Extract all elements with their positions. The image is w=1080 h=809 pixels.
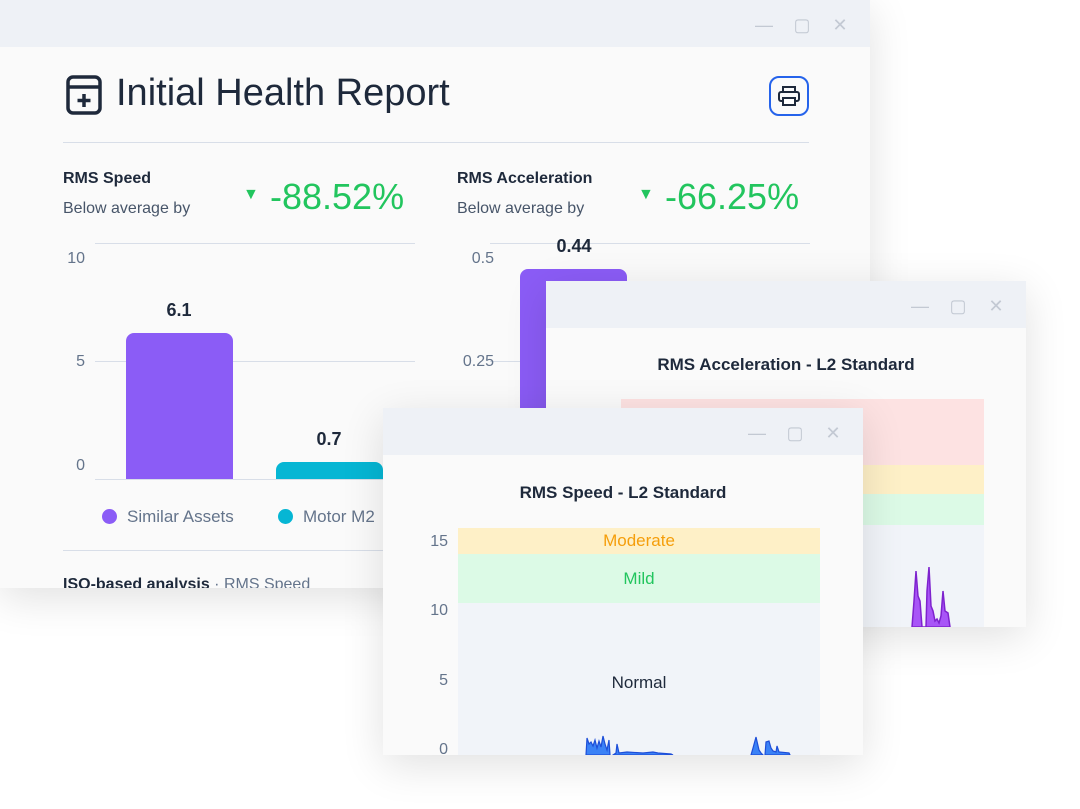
speed-sub: Below average by — [63, 200, 191, 217]
gridline — [95, 243, 415, 244]
legend-label: Motor M2 — [303, 507, 375, 526]
speed-trace — [585, 735, 791, 755]
bar-value-label: 6.1 — [166, 300, 192, 321]
page-title: Initial Health Report — [116, 72, 450, 114]
close-icon[interactable]: ✕ — [825, 423, 841, 443]
maximize-icon[interactable]: ▢ — [786, 423, 804, 443]
legend-dot — [102, 509, 117, 524]
close-icon[interactable]: ✕ — [988, 296, 1004, 316]
chart-title: RMS Speed - L2 Standard — [519, 483, 727, 502]
maximize-icon[interactable]: ▢ — [793, 15, 811, 35]
zone-normal: Normal — [458, 603, 820, 755]
health-report-icon — [66, 75, 102, 115]
y-tick: 10 — [67, 250, 85, 267]
minimize-icon[interactable]: — — [755, 15, 773, 35]
divider — [63, 142, 809, 143]
title-bar: — ▢ ✕ — [383, 408, 863, 455]
down-triangle-icon: ▼ — [638, 186, 654, 203]
down-triangle-icon: ▼ — [243, 186, 259, 203]
legend-label: Similar Assets — [127, 507, 234, 526]
gridline — [95, 479, 415, 480]
gridline — [95, 361, 415, 362]
maximize-icon[interactable]: ▢ — [949, 296, 967, 316]
bar-similar-assets — [126, 333, 233, 479]
chart-title: RMS Acceleration - L2 Standard — [657, 355, 915, 374]
bar-motor-m2 — [276, 462, 383, 479]
legend-dot — [278, 509, 293, 524]
title-bar: — ▢ ✕ — [546, 281, 1026, 328]
speed-l2-window: — ▢ ✕ RMS Speed - L2 Standard Moderate Mil… — [383, 408, 863, 755]
acceleration-trace — [911, 566, 951, 627]
bar-value-label: 0.44 — [556, 235, 592, 256]
section-heading-text: ISO-based analysis — [63, 576, 210, 588]
close-icon[interactable]: ✕ — [832, 15, 848, 35]
printer-icon — [778, 86, 800, 106]
speed-delta: -88.52% — [270, 176, 405, 217]
speed-label: RMS Speed — [63, 170, 152, 187]
section-heading: ISO-based analysis · RMS Speed — [63, 576, 310, 588]
section-sub: RMS Speed — [223, 576, 311, 588]
title-bar: — ▢ ✕ — [0, 0, 870, 47]
accel-label: RMS Acceleration — [457, 170, 593, 187]
minimize-icon[interactable]: — — [911, 296, 929, 316]
legend-item-similar-assets: Similar Assets — [102, 507, 234, 527]
gridline — [490, 243, 810, 244]
y-tick: 0 — [76, 457, 85, 474]
y-tick: 0.5 — [471, 250, 494, 267]
y-tick: 0 — [439, 741, 448, 755]
legend-item-motor-m2: Motor M2 — [278, 507, 375, 527]
print-button[interactable] — [769, 76, 809, 116]
y-tick: 15 — [430, 533, 448, 550]
y-tick: 5 — [439, 672, 448, 689]
accel-delta: -66.25% — [665, 176, 800, 217]
accel-sub: Below average by — [457, 200, 585, 217]
y-tick: 0.25 — [462, 353, 494, 370]
minimize-icon[interactable]: — — [748, 423, 766, 443]
zone-mild: Mild — [458, 554, 820, 603]
bar-value-label: 0.7 — [316, 429, 342, 450]
y-tick: 10 — [430, 602, 448, 619]
y-tick: 5 — [76, 353, 85, 370]
zone-moderate: Moderate — [458, 528, 820, 554]
